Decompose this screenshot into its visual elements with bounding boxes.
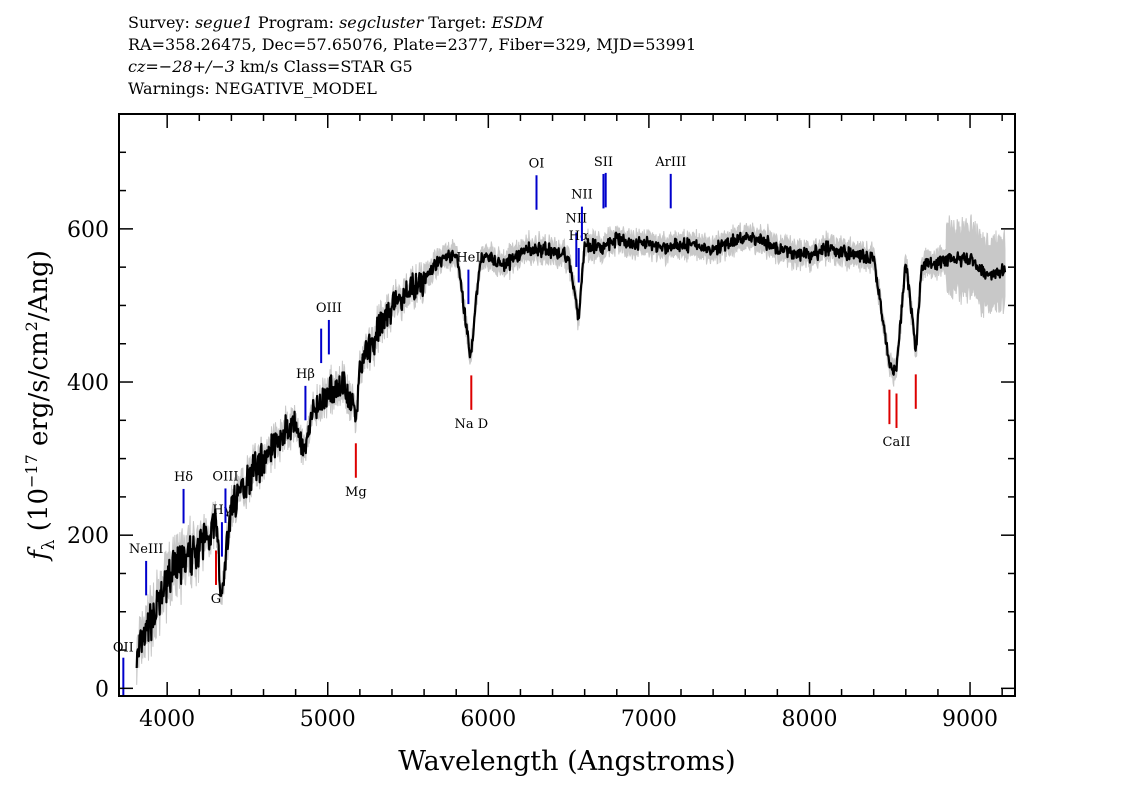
y-tick-label: 600 [67, 218, 109, 243]
line-marker-label: Hγ [212, 503, 231, 518]
header-line-survey: Survey: segue1 Program: segcluster Targe… [128, 12, 696, 34]
line-marker-label: Hα [569, 229, 589, 244]
cz-value: cz=−28+/−3 [128, 57, 235, 76]
cz-units-class: km/s Class=STAR G5 [240, 57, 413, 76]
line-marker-label: G [211, 592, 221, 607]
header-line-redshift: cz=−28+/−3 km/s Class=STAR G5 [128, 56, 696, 78]
flux-series [135, 231, 1007, 669]
x-tick-label: 9000 [942, 707, 998, 732]
line-marker-label: HeI [456, 251, 480, 266]
x-tick-label: 5000 [300, 707, 356, 732]
survey-label: Survey: [128, 13, 190, 32]
line-marker-label: OIII [212, 469, 238, 484]
header-line-warnings: Warnings: NEGATIVE_MODEL [128, 79, 377, 98]
y-axis-label: fλ (10−17 erg/s/cm2/Ang) [22, 250, 59, 562]
y-tick-label: 400 [67, 371, 109, 396]
target-label: Target: [428, 13, 487, 32]
plot-frame [118, 113, 1016, 697]
x-tick-label: 6000 [460, 707, 516, 732]
program-value: segcluster [339, 13, 424, 32]
x-axis-label: Wavelength (Angstroms) [398, 746, 735, 777]
error-band [136, 214, 1006, 685]
header-line-coords: RA=358.26475, Dec=57.65076, Plate=2377, … [128, 35, 697, 54]
line-marker-label: OI [529, 156, 545, 171]
line-marker-label: SII [594, 155, 613, 170]
x-tick-label: 4000 [139, 707, 195, 732]
survey-value: segue1 [194, 13, 253, 32]
y-tick-label: 200 [67, 524, 109, 549]
program-label: Program: [257, 13, 334, 32]
y-tick-label: 0 [95, 677, 109, 702]
line-marker-label: NII [571, 188, 593, 203]
spectrum-header: Survey: segue1 Program: segcluster Targe… [128, 12, 696, 100]
flux-line [135, 231, 1007, 669]
line-markers: OII NeIII Hδ Hγ OIII Hβ OIII HeI OI NII Hα NII SII Ar… [113, 155, 917, 696]
line-marker-label: OIII [316, 301, 342, 316]
line-marker-label: ArIII [654, 155, 686, 170]
axis-ticks: 4000 5000 6000 7000 8000 9000 0 200 400 600 [67, 114, 1015, 732]
line-marker-label: CaII [883, 435, 911, 450]
line-marker-label: OII [113, 641, 134, 656]
x-tick-label: 8000 [781, 707, 837, 732]
line-marker-label: NII [565, 212, 587, 227]
line-marker-label: Hβ [296, 367, 315, 382]
x-tick-label: 7000 [621, 707, 677, 732]
error-band-area [136, 214, 1006, 685]
line-marker-label: NeIII [129, 542, 163, 557]
line-marker-label: Mg [345, 485, 367, 500]
y-axis-label-group: fλ (10−17 erg/s/cm2/Ang) [22, 250, 59, 562]
target-value: ESDM [491, 13, 544, 32]
line-marker-label: Na D [454, 417, 488, 432]
line-marker-label: Hδ [174, 470, 193, 485]
